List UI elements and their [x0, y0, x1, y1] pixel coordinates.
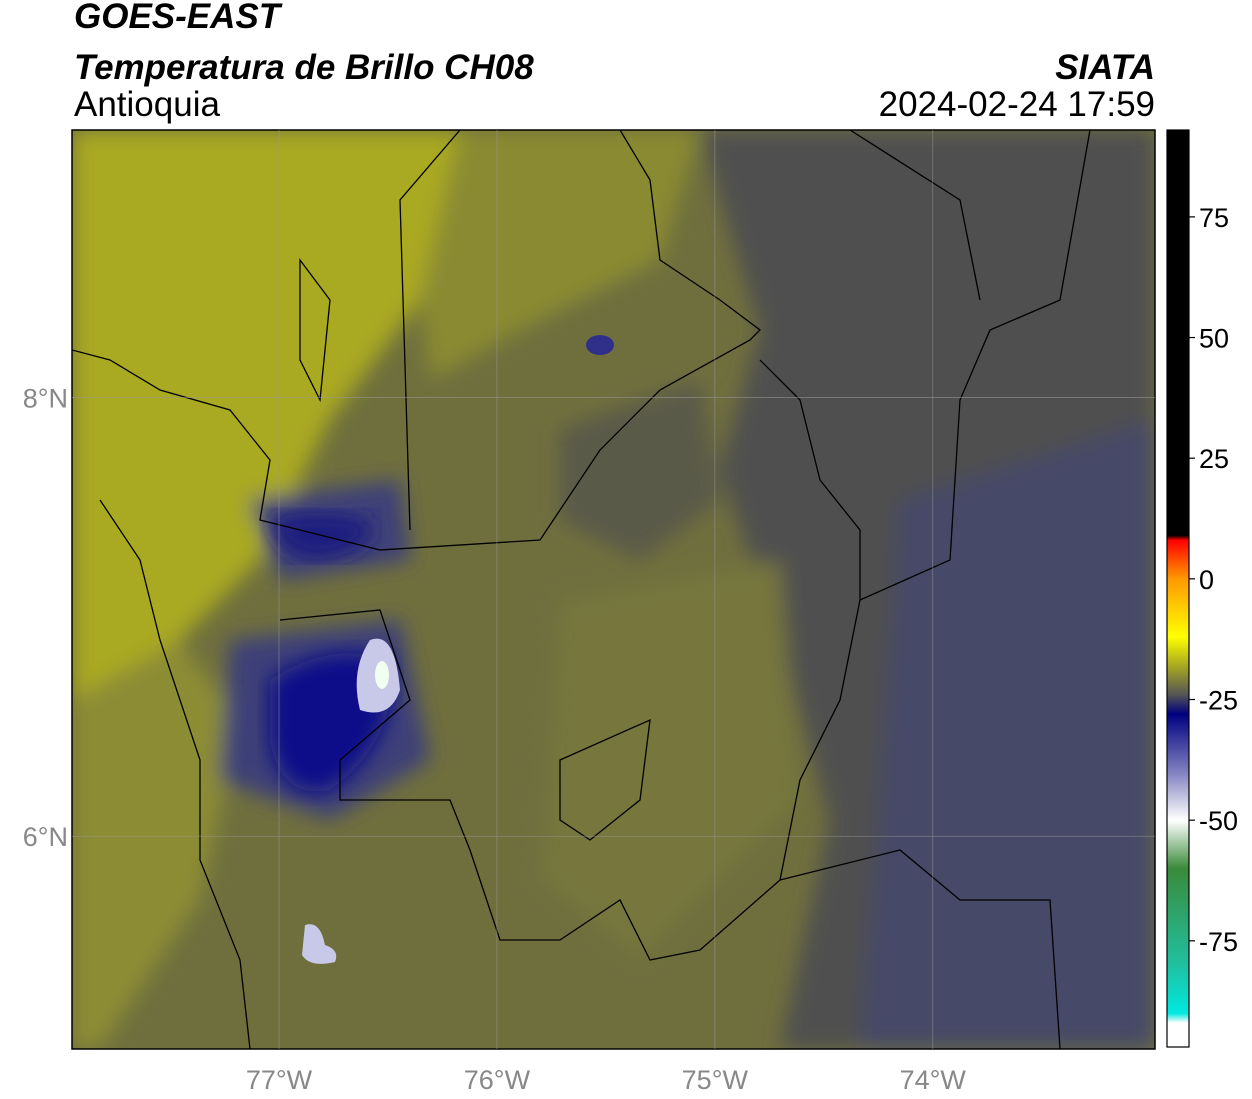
colorbar-tick-label: -50 [1199, 806, 1238, 836]
colorbar-tick-label: -75 [1199, 927, 1238, 957]
colorbar-tick-label: 0 [1199, 565, 1214, 595]
subtitle: Temperatura de Brillo CH08 [74, 48, 534, 87]
x-tick-label: 76°W [464, 1065, 531, 1095]
x-tick-label: 74°W [900, 1065, 967, 1095]
source: SIATA [1055, 48, 1155, 87]
colorbar-tick-label: 75 [1199, 203, 1229, 233]
y-tick-label: 6°N [23, 822, 68, 852]
title: GOES-EAST [74, 0, 283, 36]
x-tick-label: 77°W [246, 1065, 313, 1095]
x-tick-label: 75°W [682, 1065, 749, 1095]
satellite-image [72, 130, 1155, 1049]
colorbar [1166, 129, 1190, 1048]
colorbar-tick-label: 50 [1199, 324, 1229, 354]
y-tick-label: 8°N [23, 384, 68, 414]
colorbar-tick-label: 25 [1199, 444, 1229, 474]
colorbar-tick-label: -25 [1199, 686, 1238, 716]
map-frame [71, 129, 1156, 1050]
region: Antioquia [74, 85, 220, 124]
datetime: 2024-02-24 17:59 [879, 85, 1155, 124]
